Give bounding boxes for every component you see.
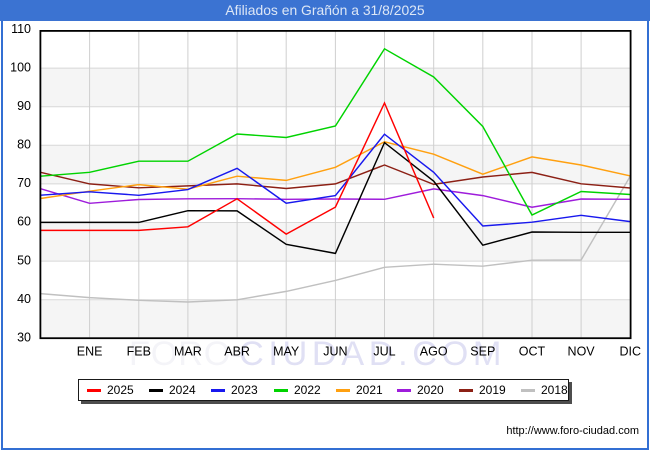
svg-text:AGO: AGO: [420, 344, 448, 358]
svg-text:NOV: NOV: [568, 344, 596, 358]
svg-text:40: 40: [17, 292, 31, 306]
svg-text:JUL: JUL: [373, 344, 395, 358]
svg-text:60: 60: [17, 215, 31, 229]
svg-text:70: 70: [17, 176, 31, 190]
svg-text:SEP: SEP: [470, 344, 495, 358]
svg-text:ABR: ABR: [224, 344, 250, 358]
svg-text:100: 100: [10, 60, 31, 74]
svg-text:90: 90: [17, 99, 31, 113]
svg-text:50: 50: [17, 253, 31, 267]
svg-text:MAR: MAR: [174, 344, 202, 358]
svg-text:JUN: JUN: [323, 344, 347, 358]
svg-text:80: 80: [17, 138, 31, 152]
svg-text:30: 30: [17, 330, 31, 344]
svg-text:OCT: OCT: [519, 344, 546, 358]
svg-text:MAY: MAY: [273, 344, 300, 358]
svg-text:FEB: FEB: [127, 344, 151, 358]
svg-text:110: 110: [11, 22, 31, 36]
svg-text:DIC: DIC: [620, 344, 642, 358]
svg-text:ENE: ENE: [77, 344, 103, 358]
